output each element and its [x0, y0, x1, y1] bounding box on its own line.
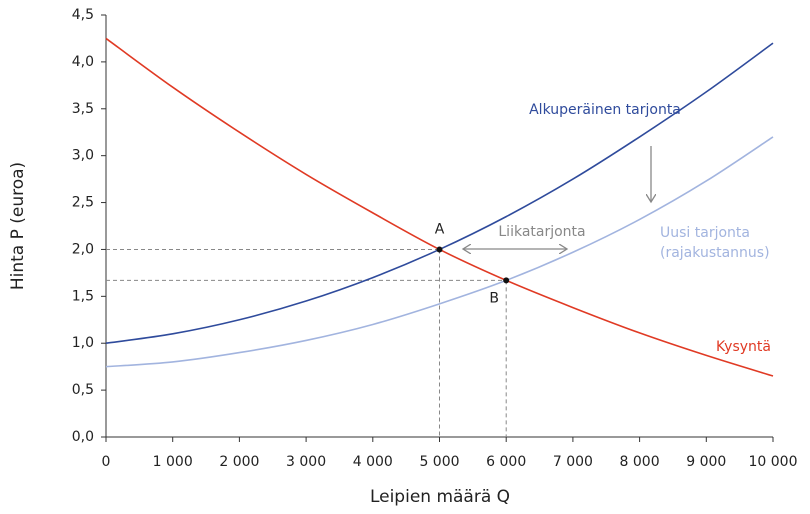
point [436, 246, 443, 253]
x-tick-label: 3 000 [286, 454, 326, 470]
point [503, 277, 510, 284]
series-label: Kysyntä [716, 339, 771, 355]
x-tick-label: 2 000 [219, 454, 259, 470]
point-label: A [435, 221, 445, 237]
y-tick-label: 1,5 [72, 288, 94, 304]
y-tick-label: 0,0 [72, 429, 94, 445]
y-axis-label: Hinta P (euroa) [8, 162, 28, 290]
y-tick-label: 2,0 [72, 241, 94, 257]
x-tick-label: 8 000 [620, 454, 660, 470]
annotation: (rajakustannus) [660, 245, 770, 261]
y-tick-label: 4,0 [72, 54, 94, 70]
line [105, 42, 774, 345]
annotation: Liikatarjonta [498, 224, 585, 240]
x-tick-label: 7 000 [553, 454, 593, 470]
line [105, 37, 774, 377]
point-label: B [489, 290, 499, 306]
x-tick-label: 10 000 [749, 454, 798, 470]
y-tick-label: 1,0 [72, 335, 94, 351]
x-tick-label: 5 000 [419, 454, 459, 470]
x-axis-label: Leipien määrä Q [370, 487, 510, 507]
y-tick-label: 3,5 [72, 101, 94, 117]
x-tick-label: 4 000 [353, 454, 393, 470]
y-tick-label: 4,5 [72, 7, 94, 23]
line [105, 136, 774, 368]
series-label: Uusi tarjonta [660, 225, 750, 241]
x-tick-label: 9 000 [686, 454, 726, 470]
y-tick-label: 0,5 [72, 382, 94, 398]
series-label: Alkuperäinen tarjonta [529, 102, 681, 118]
x-tick-label: 6 000 [486, 454, 526, 470]
y-tick-label: 2,5 [72, 195, 94, 211]
x-tick-label: 0 [102, 454, 111, 470]
x-tick-label: 1 000 [153, 454, 193, 470]
y-tick-label: 3,0 [72, 148, 94, 164]
